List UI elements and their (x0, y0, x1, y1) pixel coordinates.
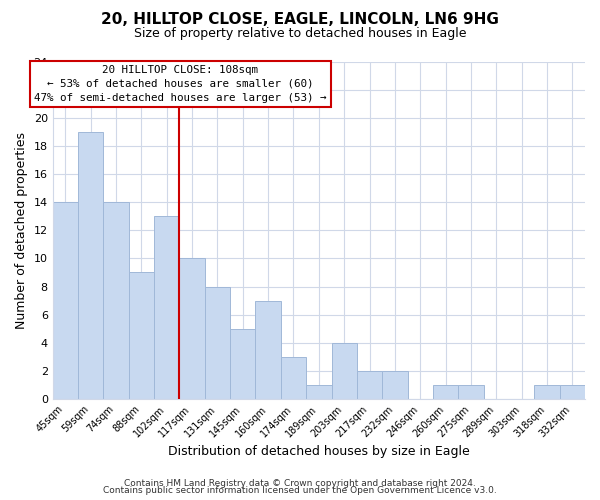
Bar (458, 385, 484, 399)
Bar (433, 385, 458, 399)
Bar (78, 132, 103, 399)
Bar (230, 329, 256, 399)
Bar (256, 300, 281, 399)
Bar (382, 371, 407, 399)
Text: 20, HILLTOP CLOSE, EAGLE, LINCOLN, LN6 9HG: 20, HILLTOP CLOSE, EAGLE, LINCOLN, LN6 9… (101, 12, 499, 28)
Bar (103, 202, 129, 399)
X-axis label: Distribution of detached houses by size in Eagle: Distribution of detached houses by size … (168, 444, 470, 458)
Text: 20 HILLTOP CLOSE: 108sqm
← 53% of detached houses are smaller (60)
47% of semi-d: 20 HILLTOP CLOSE: 108sqm ← 53% of detach… (34, 65, 326, 103)
Bar (129, 272, 154, 399)
Bar (560, 385, 585, 399)
Bar (306, 385, 332, 399)
Bar (357, 371, 382, 399)
Bar (205, 286, 230, 399)
Bar (535, 385, 560, 399)
Bar (179, 258, 205, 399)
Text: Size of property relative to detached houses in Eagle: Size of property relative to detached ho… (134, 28, 466, 40)
Y-axis label: Number of detached properties: Number of detached properties (15, 132, 28, 329)
Text: Contains HM Land Registry data © Crown copyright and database right 2024.: Contains HM Land Registry data © Crown c… (124, 478, 476, 488)
Bar (53, 202, 78, 399)
Bar (281, 357, 306, 399)
Bar (154, 216, 179, 399)
Text: Contains public sector information licensed under the Open Government Licence v3: Contains public sector information licen… (103, 486, 497, 495)
Bar (332, 343, 357, 399)
